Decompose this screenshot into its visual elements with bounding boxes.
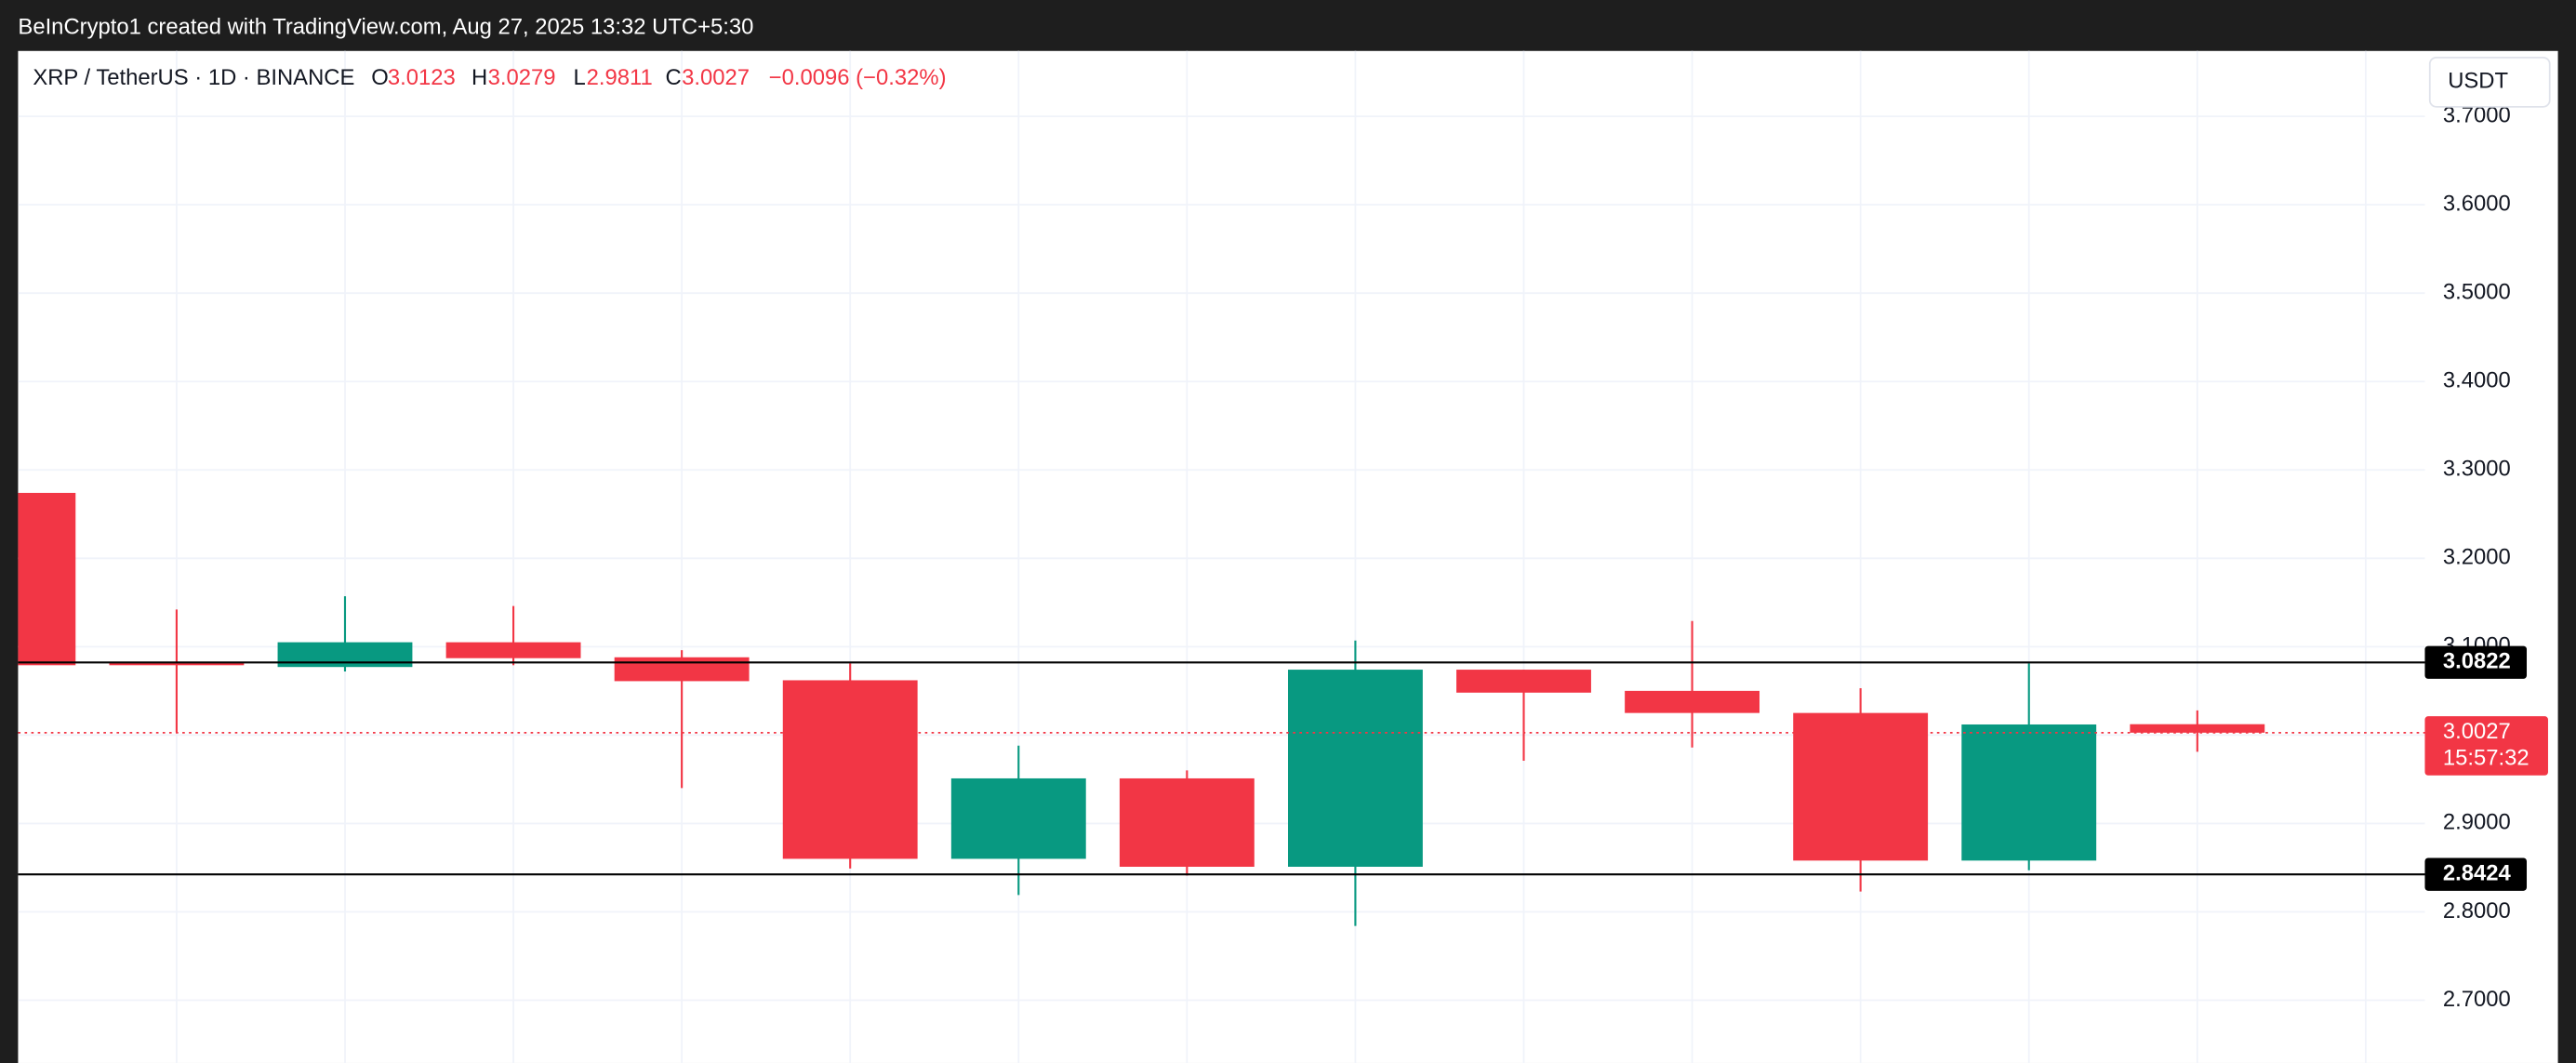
y-tick-label: 3.4000 [2443, 368, 2511, 393]
level-label-box [2424, 645, 2528, 679]
y-tick-label: 3.3000 [2443, 457, 2511, 482]
y-tick-label: 3.2000 [2443, 545, 2511, 570]
candle-body [614, 657, 750, 682]
y-tick-label: 3.5000 [2443, 279, 2511, 304]
y-tick-label: 2.7000 [2443, 987, 2511, 1012]
legend-value: 3.0279 [488, 65, 556, 90]
level-label: 3.0822 [2443, 649, 2511, 674]
legend-change: −0.0096 (−0.32%) [769, 65, 947, 90]
price-label: 3.0027 [2443, 719, 2511, 744]
candle-body [1456, 670, 1591, 693]
countdown-label: 15:57:32 [2443, 745, 2530, 770]
currency-button[interactable] [2428, 56, 2551, 108]
candle-body [1625, 690, 1760, 713]
legend-label: C [665, 65, 681, 90]
candle-body [1961, 724, 2097, 861]
y-tick-label: 2.8000 [2443, 898, 2511, 923]
level-label: 2.8424 [2443, 860, 2512, 885]
level-label-box [2424, 857, 2528, 891]
candle-body [1288, 670, 1423, 867]
legend-value: 3.0123 [388, 65, 456, 90]
legend-label: O [371, 65, 389, 90]
price-label-box [2424, 716, 2548, 776]
chart-title: XRP / TetherUS · 1D · BINANCE [33, 65, 354, 90]
candle-body [1793, 712, 1929, 861]
candle-body [18, 492, 76, 666]
candle-body [950, 777, 1086, 859]
candle-body [1119, 777, 1255, 867]
candle-body [2130, 724, 2265, 733]
legend-value: 2.9811 [587, 65, 653, 90]
currency-label[interactable]: USDT [2448, 69, 2508, 94]
legend-label: L [574, 65, 586, 90]
candle-body [782, 680, 918, 859]
candle-body [445, 642, 581, 658]
legend-value: 3.0027 [682, 65, 750, 90]
chart-panel [18, 50, 2558, 1063]
candle-body [109, 661, 245, 666]
header: BeInCrypto1 created with TradingView.com… [18, 14, 753, 39]
legend-label: H [471, 65, 487, 90]
y-tick-label: 2.9000 [2443, 810, 2511, 835]
y-tick-label: 3.6000 [2443, 191, 2511, 216]
